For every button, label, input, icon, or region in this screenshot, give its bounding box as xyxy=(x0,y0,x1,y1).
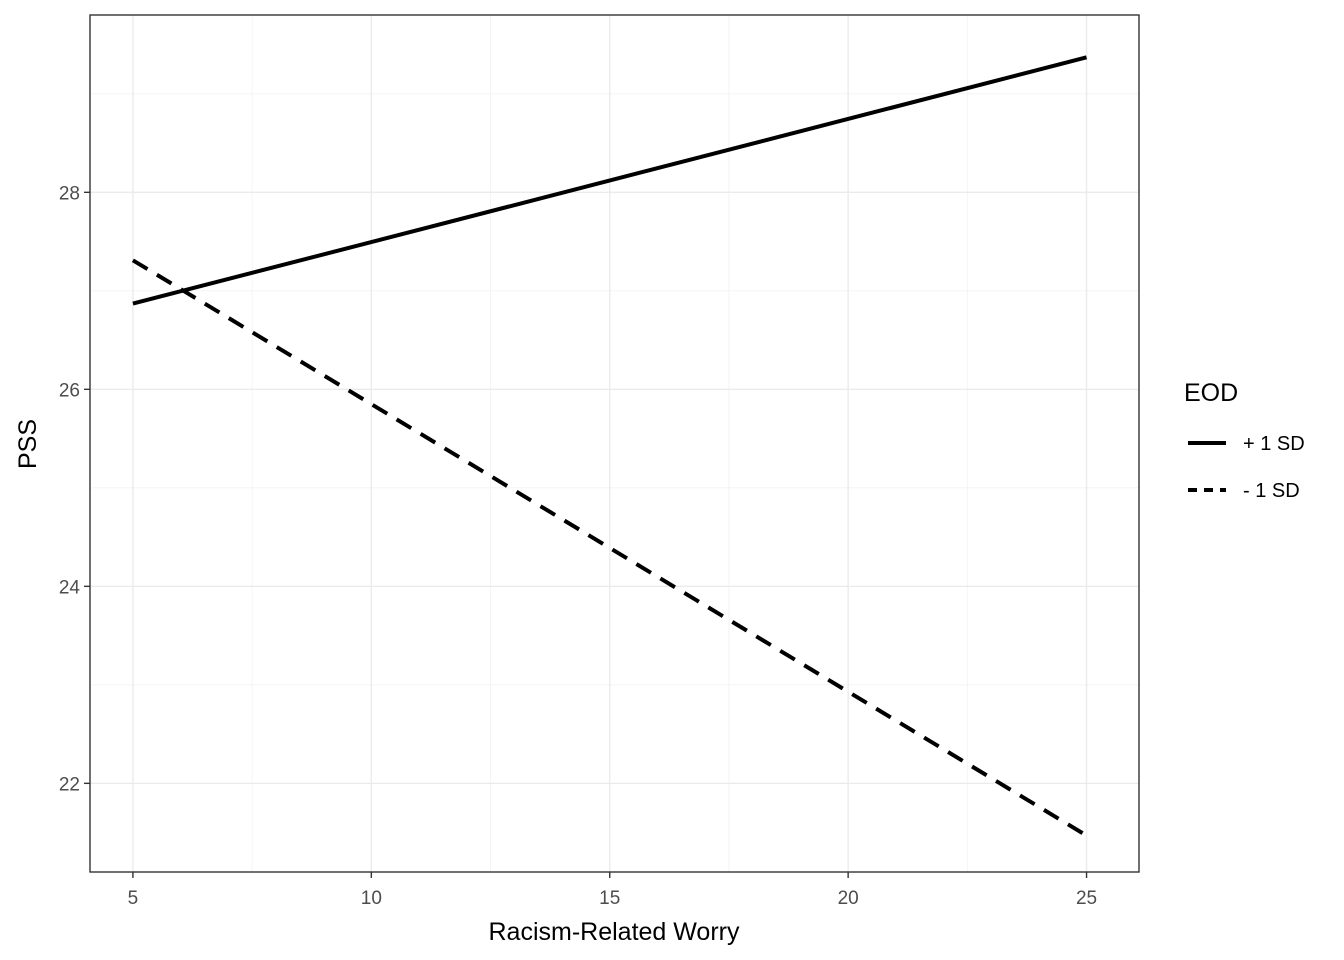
plot-border xyxy=(89,14,1140,873)
series-line-plus-1sd xyxy=(132,55,1088,306)
series-line-minus-1sd xyxy=(131,258,1088,838)
legend-title: EOD xyxy=(1184,379,1238,407)
y-axis: 22 24 26 28 xyxy=(59,183,90,795)
y-axis-title: PSS xyxy=(14,419,42,469)
x-tick-label: 15 xyxy=(599,888,620,909)
y-tick-label: 26 xyxy=(59,380,80,401)
y-tick-label: 28 xyxy=(59,183,80,204)
legend: EOD + 1 SD - 1 SD xyxy=(1184,379,1305,502)
major-gridlines xyxy=(90,15,1139,872)
y-tick-label: 24 xyxy=(59,577,81,598)
x-tick-label: 10 xyxy=(361,888,382,909)
y-tick-label: 22 xyxy=(59,774,80,795)
legend-label: + 1 SD xyxy=(1243,433,1305,455)
x-tick-label: 5 xyxy=(128,888,139,909)
x-axis: 5 10 15 20 25 xyxy=(128,872,1097,909)
legend-label: - 1 SD xyxy=(1243,480,1300,502)
minor-gridlines xyxy=(90,15,1139,872)
x-tick-label: 25 xyxy=(1076,888,1097,909)
x-tick-label: 20 xyxy=(838,888,859,909)
series-layer xyxy=(131,55,1088,838)
x-axis-title: Racism-Related Worry xyxy=(489,918,740,946)
plot-background xyxy=(90,15,1139,872)
